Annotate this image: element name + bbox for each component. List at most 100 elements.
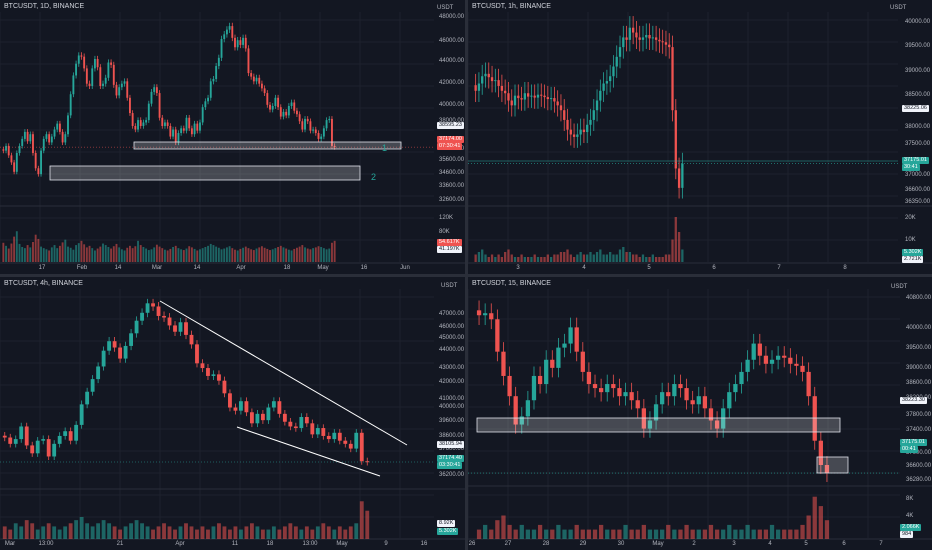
x-tick: 14 <box>193 265 201 271</box>
candle-body <box>172 129 174 137</box>
x-tick: 13:00 <box>302 541 318 547</box>
candle-body <box>32 134 34 153</box>
volume-bar <box>674 217 677 262</box>
chart-pane-15m[interactable]: BTCUSDT, 15, BINANCE USDT 40800.00 40000… <box>468 277 932 550</box>
volume-bar <box>118 247 121 262</box>
volume-bar <box>666 524 671 539</box>
candle-body <box>206 368 210 376</box>
x-tick: 4 <box>768 541 772 547</box>
candle-body <box>90 379 95 392</box>
candle-body <box>317 133 320 139</box>
chart-canvas-4h[interactable] <box>0 277 465 550</box>
x-tick: 8 <box>843 265 847 271</box>
y-tick: 40000.00 <box>905 19 931 25</box>
candle-body <box>188 117 191 129</box>
candle-body <box>359 432 364 462</box>
candle-body <box>598 388 604 393</box>
candle-body <box>661 41 664 43</box>
candle-body <box>41 439 46 441</box>
chart-pane-1d[interactable]: BTCUSDT, 1D, BINANCE USDT 48000.00 46000… <box>0 0 465 274</box>
volume-bar <box>572 257 576 262</box>
candle-body <box>543 95 546 98</box>
candle-body <box>184 322 188 335</box>
candle-body <box>544 359 549 385</box>
volume-bar <box>211 526 216 539</box>
candle-body <box>641 408 646 429</box>
price-badge: 38595.23 <box>437 122 464 129</box>
candle-body <box>501 351 506 376</box>
volume-badge: 54.617K <box>437 239 462 246</box>
vol-tick: 8K <box>906 496 914 502</box>
pane-divider-horizontal[interactable] <box>0 274 932 277</box>
volume-bar <box>145 248 148 262</box>
volume-bar <box>658 257 661 262</box>
volume-bar <box>628 252 632 262</box>
x-tick: 14 <box>114 265 122 271</box>
volume-bar <box>519 524 524 539</box>
candle-body <box>651 37 654 39</box>
volume-bar <box>161 248 164 262</box>
x-tick: Apr <box>236 265 246 271</box>
candle-body <box>602 83 605 91</box>
candle-body <box>45 134 48 139</box>
y-tick: 37000.00 <box>906 450 932 456</box>
chart-canvas-1d[interactable] <box>0 0 465 274</box>
candle-body <box>35 440 40 454</box>
candle-body <box>533 95 536 98</box>
candle-body <box>641 37 645 40</box>
volume-bar <box>288 523 293 539</box>
volume-bar <box>788 529 793 539</box>
volume-bar <box>690 529 695 539</box>
candle-body <box>260 83 263 89</box>
volume-bar <box>90 526 95 539</box>
volume-bar <box>228 529 232 539</box>
volume-bar <box>83 244 86 262</box>
volume-bar <box>537 524 543 539</box>
candle-body <box>556 347 561 368</box>
candle-body <box>266 407 271 421</box>
candle-body <box>348 443 353 449</box>
volume-bar <box>223 248 226 262</box>
candle-body <box>301 121 304 130</box>
volume-badge: 5.302K <box>902 249 924 256</box>
chart-pane-1h[interactable]: BTCUSDT, 1h, BINANCE USDT 40000.00 39500… <box>468 0 932 274</box>
candle-body <box>34 153 37 169</box>
candle-body <box>201 107 204 123</box>
trendline-lower <box>236 426 381 477</box>
candle-body <box>751 343 756 360</box>
candle-body <box>93 59 96 69</box>
volume-bar <box>517 257 520 262</box>
volume-ma-badge: 8.92K <box>437 520 456 527</box>
candle-body <box>549 98 553 100</box>
chart-pane-4h[interactable]: BTCUSDT, 4h, BINANCE USDT 47000.00 46000… <box>0 277 465 550</box>
volume-bar <box>255 526 260 539</box>
volume-bar <box>58 245 61 262</box>
candle-body <box>586 371 592 385</box>
symbol-title: BTCUSDT, 1D, BINANCE <box>4 3 85 10</box>
candle-body <box>282 413 287 422</box>
chart-canvas-15m[interactable] <box>468 277 932 550</box>
volume-bar <box>684 524 689 539</box>
volume-bar <box>612 254 615 262</box>
candle-body <box>255 77 258 82</box>
volume-bar <box>504 252 507 262</box>
candle-body <box>131 113 134 126</box>
candle-body <box>500 85 504 91</box>
candle-body <box>337 432 342 441</box>
candle-body <box>5 145 7 151</box>
candle-body <box>249 412 254 424</box>
candle-body <box>490 77 494 82</box>
candle-body <box>96 59 99 68</box>
candle-body <box>72 75 75 95</box>
chart-canvas-1h[interactable] <box>468 0 932 274</box>
volume-bar <box>247 248 250 262</box>
volume-bar <box>285 248 288 262</box>
candle-body <box>263 88 266 94</box>
candle-body <box>13 162 16 172</box>
symbol-title: BTCUSDT, 15, BINANCE <box>472 280 551 287</box>
volume-bar <box>215 246 218 262</box>
candle-body <box>244 401 249 413</box>
volume-bar <box>727 524 732 539</box>
candle-body <box>212 78 215 82</box>
volume-bar <box>566 249 569 262</box>
